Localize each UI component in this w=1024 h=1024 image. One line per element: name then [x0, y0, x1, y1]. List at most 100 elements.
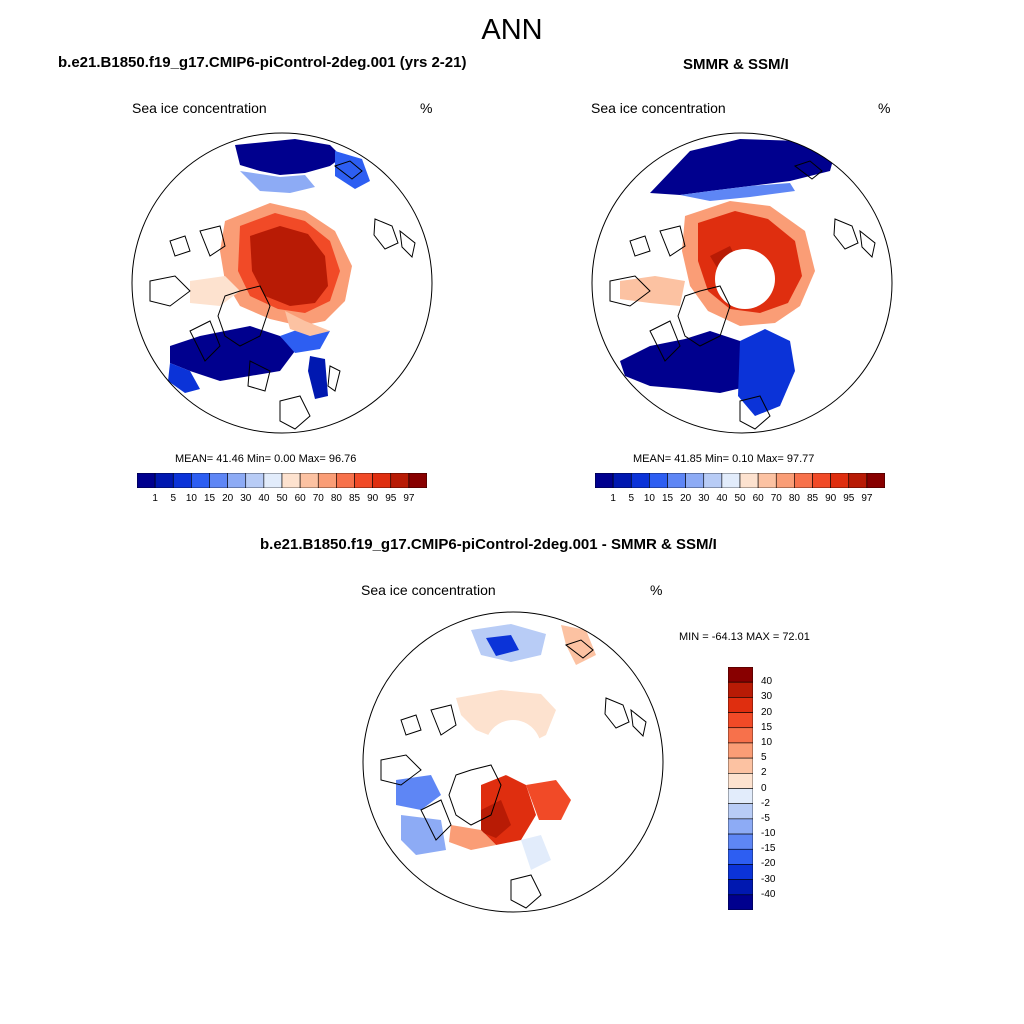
- colorbar-tick-label: 10: [643, 493, 655, 504]
- panel1-max-label: Max=: [298, 453, 326, 465]
- colorbar-swatch: [830, 473, 850, 488]
- panel2-polar-map: [591, 132, 893, 434]
- panel3-minmax: MIN = -64.13 MAX = 72.01: [679, 631, 810, 643]
- panel2-mean-value: 41.85: [674, 453, 702, 465]
- panel1-mean-value: 41.46: [216, 453, 244, 465]
- colorbar-swatch: [281, 473, 301, 488]
- colorbar-swatch: [757, 473, 777, 488]
- colorbar-tick-label: 60: [294, 493, 306, 504]
- colorbar-tick-label: 15: [661, 493, 674, 504]
- colorbar-tick-label: 0: [761, 782, 767, 794]
- panel3-units-label: %: [650, 582, 663, 598]
- colorbar-swatch: [667, 473, 686, 488]
- colorbar-tick-label: 50: [734, 493, 746, 504]
- colorbar-tick-label: 80: [788, 493, 800, 504]
- colorbar-swatch: [390, 473, 410, 488]
- colorbar-tick-label: 50: [276, 493, 288, 504]
- colorbar-tick-label: 95: [385, 493, 397, 504]
- panel1-mean-label: MEAN=: [175, 453, 214, 465]
- panel2-title: SMMR & SSM/I: [683, 56, 789, 73]
- colorbar-swatch: [172, 473, 192, 488]
- colorbar-tick-label: 30: [698, 493, 710, 504]
- colorbar-swatch: [728, 727, 753, 744]
- panel1-variable-label: Sea ice concentration: [132, 100, 267, 116]
- panel2-min-value: 0.10: [732, 453, 754, 465]
- colorbar-tick-label: 40: [716, 493, 728, 504]
- colorbar-tick-label: 40: [258, 493, 270, 504]
- colorbar-tick-label: 95: [843, 493, 855, 504]
- colorbar-tick-label: -40: [761, 888, 776, 900]
- colorbar-swatch: [299, 473, 319, 488]
- colorbar-swatch: [685, 473, 705, 488]
- colorbar-tick-label: 30: [240, 493, 252, 504]
- colorbar-tick-label: 85: [806, 493, 819, 504]
- colorbar-swatch: [191, 473, 210, 488]
- colorbar-tick-label: 97: [403, 493, 415, 504]
- panel3-title: b.e21.B1850.f19_g17.CMIP6-piControl-2deg…: [260, 536, 717, 553]
- colorbar-swatch: [794, 473, 813, 488]
- colorbar-tick-label: 90: [367, 493, 379, 504]
- colorbar-tick-label: 40: [761, 676, 773, 688]
- panel1-stats: MEAN= 41.46 Min= 0.00 Max= 96.76: [175, 453, 356, 465]
- colorbar-tick-label: 15: [761, 721, 773, 733]
- colorbar-swatch: [728, 894, 753, 910]
- panel1-polar-map: [131, 132, 433, 434]
- colorbar-tick-label: 5: [761, 752, 767, 764]
- colorbar-tick-label: -5: [761, 812, 770, 824]
- colorbar-swatch: [154, 473, 174, 488]
- colorbar-swatch: [408, 473, 427, 488]
- colorbar-swatches: [595, 473, 885, 488]
- colorbar-tick-label: 10: [761, 736, 773, 748]
- panel1-colorbar: 1 5 10 15 20 30 40 50 60 70 80 85 90 95 97: [137, 473, 427, 504]
- colorbar-tick-label: 97: [861, 493, 873, 504]
- colorbar-swatch: [848, 473, 868, 488]
- panel2-units-label: %: [878, 100, 891, 116]
- panel2-colorbar: 1 5 10 15 20 30 40 50 60 70 80 85 90 95 97: [595, 473, 885, 504]
- panel1-units-label: %: [420, 100, 433, 116]
- panel2-variable-label: Sea ice concentration: [591, 100, 726, 116]
- colorbar-swatch: [728, 773, 753, 789]
- colorbar-swatch: [354, 473, 373, 488]
- colorbar-swatch: [595, 473, 614, 488]
- colorbar-tick-label: 60: [752, 493, 764, 504]
- colorbar-swatch: [728, 788, 753, 804]
- colorbar-swatches: [728, 667, 753, 910]
- colorbar-tick-label: 5: [170, 493, 177, 504]
- panel1-min-label: Min=: [246, 453, 272, 465]
- colorbar-swatch: [728, 864, 753, 880]
- colorbar-tick-label: 20: [761, 706, 773, 718]
- panel2-stats: MEAN= 41.85 Min= 0.10 Max= 97.77: [633, 453, 814, 465]
- colorbar-tick-label: 1: [152, 493, 158, 504]
- colorbar-swatch: [728, 879, 753, 896]
- colorbar-tick-label: 1: [610, 493, 616, 504]
- panel1-min-value: 0.00: [274, 453, 296, 465]
- colorbar-swatch: [336, 473, 355, 488]
- colorbar-swatch: [728, 742, 753, 759]
- colorbar-swatch: [739, 473, 759, 488]
- colorbar-swatch: [728, 803, 753, 820]
- colorbar-swatch: [317, 473, 337, 488]
- colorbar-tick-label: 30: [761, 691, 773, 703]
- colorbar-swatch: [728, 757, 753, 774]
- panel2-mean-label: MEAN=: [633, 453, 672, 465]
- colorbar-swatch: [612, 473, 632, 488]
- colorbar-swatch: [728, 681, 753, 698]
- colorbar-tick-label: 2: [761, 767, 767, 779]
- colorbar-tick-label: 70: [312, 493, 324, 504]
- colorbar-swatch: [728, 848, 753, 865]
- panel1-max-value: 96.76: [328, 453, 357, 465]
- colorbar-swatch: [372, 473, 392, 488]
- colorbar-tick-label: 85: [348, 493, 361, 504]
- colorbar-tick-label: 70: [770, 493, 782, 504]
- colorbar-swatch: [728, 697, 753, 713]
- colorbar-swatch: [866, 473, 885, 488]
- panel3-colorbar: 40 30 20 15 10 5 2 0 -2 -5 -10 -15 -20 -30 -40: [728, 667, 788, 911]
- panel1-title: b.e21.B1850.f19_g17.CMIP6-piControl-2deg…: [58, 54, 467, 71]
- colorbar-tick-label: 15: [203, 493, 216, 504]
- panel2-min-label: Min=: [704, 453, 730, 465]
- colorbar-tick-label: -10: [761, 828, 776, 840]
- colorbar-tick-label: 80: [330, 493, 342, 504]
- colorbar-tick-label: -30: [761, 873, 776, 885]
- colorbar-swatch: [721, 473, 741, 488]
- colorbar-tick-label: 20: [222, 493, 234, 504]
